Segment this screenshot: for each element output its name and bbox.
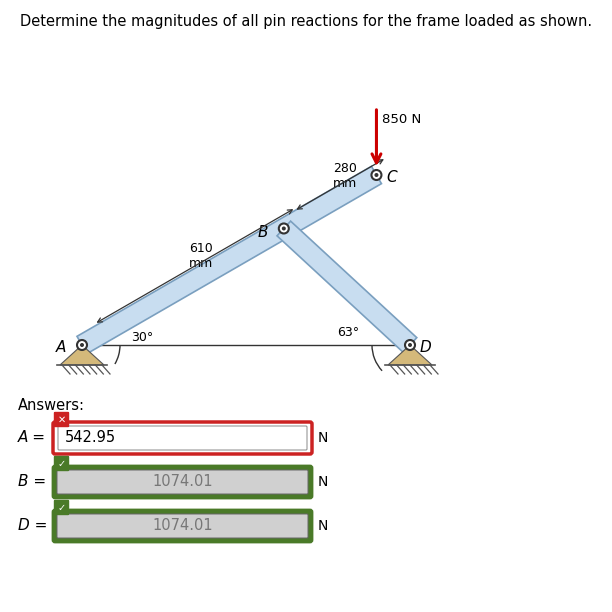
FancyBboxPatch shape xyxy=(54,457,69,471)
Polygon shape xyxy=(77,166,381,354)
Text: D =: D = xyxy=(18,518,47,534)
Text: N: N xyxy=(318,431,329,445)
Text: 610
mm: 610 mm xyxy=(188,242,213,269)
Text: N: N xyxy=(318,475,329,489)
Text: C: C xyxy=(386,171,397,185)
Circle shape xyxy=(375,173,378,177)
Text: ✕: ✕ xyxy=(58,414,65,425)
Text: Determine the magnitudes of all pin reactions for the frame loaded as shown.: Determine the magnitudes of all pin reac… xyxy=(20,14,592,29)
Text: ✓: ✓ xyxy=(58,502,65,512)
Polygon shape xyxy=(60,345,104,365)
Text: 280
mm: 280 mm xyxy=(333,162,357,190)
Text: 542.95: 542.95 xyxy=(65,430,116,446)
Text: N: N xyxy=(318,519,329,533)
FancyBboxPatch shape xyxy=(54,501,69,515)
Text: A =: A = xyxy=(18,430,46,446)
Circle shape xyxy=(408,343,412,347)
Circle shape xyxy=(77,340,87,350)
Circle shape xyxy=(405,340,415,350)
Polygon shape xyxy=(388,345,432,365)
FancyBboxPatch shape xyxy=(57,470,308,494)
FancyBboxPatch shape xyxy=(53,466,312,498)
Text: B: B xyxy=(257,225,268,240)
FancyBboxPatch shape xyxy=(54,412,69,427)
Text: 30°: 30° xyxy=(132,330,154,343)
Text: B =: B = xyxy=(18,474,46,490)
Circle shape xyxy=(279,223,289,234)
Text: D: D xyxy=(420,340,431,356)
Text: ✓: ✓ xyxy=(58,458,65,469)
Circle shape xyxy=(80,343,84,347)
FancyBboxPatch shape xyxy=(57,514,308,538)
Circle shape xyxy=(371,170,381,180)
Text: 63°: 63° xyxy=(337,326,359,339)
Polygon shape xyxy=(277,221,417,353)
Text: A: A xyxy=(56,340,66,356)
FancyBboxPatch shape xyxy=(58,426,307,450)
Text: Answers:: Answers: xyxy=(18,398,85,413)
Circle shape xyxy=(282,226,286,231)
Text: 850 N: 850 N xyxy=(382,113,422,126)
FancyBboxPatch shape xyxy=(53,510,312,542)
Text: 1074.01: 1074.01 xyxy=(152,474,213,490)
Text: 1074.01: 1074.01 xyxy=(152,518,213,534)
FancyBboxPatch shape xyxy=(53,422,312,454)
